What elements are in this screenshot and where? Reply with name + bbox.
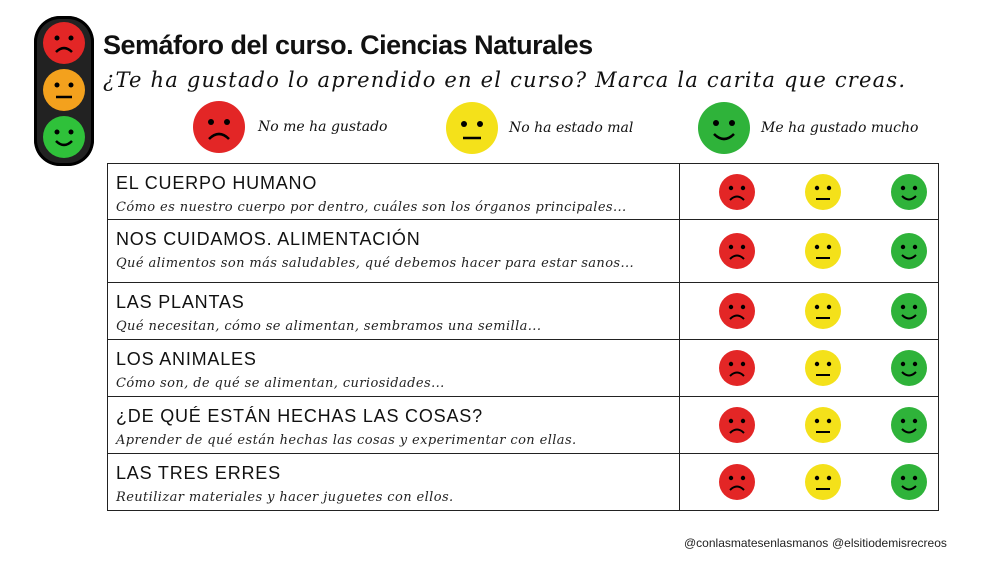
topic-title: EL CUERPO HUMANO	[116, 173, 318, 193]
topic-cell: LAS TRES ERRES Reutilizar materiales y ha…	[107, 453, 680, 511]
legend-label-happy: Me ha gustado mucho	[761, 120, 919, 136]
neutral-face-icon	[445, 101, 499, 155]
sad-face-icon	[43, 22, 85, 64]
topic-description: Qué necesitan, cómo se alimentan, sembra…	[116, 319, 542, 334]
sad-face-icon[interactable]	[718, 349, 756, 387]
credit-left: @conlasmatesenlasmanos	[684, 536, 829, 550]
table-row: LOS ANIMALES Cómo son, de qué se alimenta…	[107, 339, 939, 397]
neutral-face-icon[interactable]	[804, 349, 842, 387]
neutral-face-icon[interactable]	[804, 406, 842, 444]
topic-title: LOS ANIMALES	[116, 349, 257, 369]
topic-title: LAS TRES ERRES	[116, 463, 281, 483]
faces-cell	[679, 219, 939, 283]
topic-description: Qué alimentos son más saludables, qué de…	[116, 256, 635, 271]
happy-face-icon[interactable]	[890, 173, 928, 211]
table-row: EL CUERPO HUMANO Cómo es nuestro cuerpo p…	[107, 163, 939, 220]
neutral-face-icon	[43, 69, 85, 111]
happy-face-icon[interactable]	[890, 406, 928, 444]
topics-table: EL CUERPO HUMANO Cómo es nuestro cuerpo p…	[107, 163, 939, 511]
topic-cell: ¿DE QUÉ ESTÁN HECHAS LAS COSAS? Aprender …	[107, 396, 680, 454]
faces-cell	[679, 282, 939, 340]
sad-face-icon[interactable]	[718, 292, 756, 330]
happy-face-icon	[43, 116, 85, 158]
topic-cell: LAS PLANTAS Qué necesitan, cómo se alimen…	[107, 282, 680, 340]
topic-cell: NOS CUIDAMOS. ALIMENTACIÓN Qué alimentos …	[107, 219, 680, 283]
neutral-face-icon[interactable]	[804, 232, 842, 270]
page-subtitle: ¿Te ha gustado lo aprendido en el curso?…	[103, 68, 907, 92]
page-title: Semáforo del curso. Ciencias Naturales	[103, 30, 593, 60]
happy-face-icon[interactable]	[890, 463, 928, 501]
table-row: LAS TRES ERRES Reutilizar materiales y ha…	[107, 453, 939, 511]
topic-title: NOS CUIDAMOS. ALIMENTACIÓN	[116, 229, 421, 249]
traffic-light-icon	[34, 16, 94, 166]
neutral-face-icon[interactable]	[804, 173, 842, 211]
neutral-face-icon[interactable]	[804, 292, 842, 330]
legend-label-neutral: No ha estado mal	[509, 120, 634, 136]
table-row: LAS PLANTAS Qué necesitan, cómo se alimen…	[107, 282, 939, 340]
sad-face-icon[interactable]	[718, 232, 756, 270]
credit-right: @elsitiodemisrecreos	[832, 536, 947, 550]
happy-face-icon[interactable]	[890, 292, 928, 330]
topic-description: Aprender de qué están hechas las cosas y…	[116, 433, 577, 448]
topic-description: Cómo es nuestro cuerpo por dentro, cuále…	[116, 200, 627, 215]
topic-title: ¿DE QUÉ ESTÁN HECHAS LAS COSAS?	[116, 406, 483, 426]
faces-cell	[679, 453, 939, 511]
table-row: NOS CUIDAMOS. ALIMENTACIÓN Qué alimentos …	[107, 219, 939, 283]
table-row: ¿DE QUÉ ESTÁN HECHAS LAS COSAS? Aprender …	[107, 396, 939, 454]
topic-cell: LOS ANIMALES Cómo son, de qué se alimenta…	[107, 339, 680, 397]
sad-face-icon[interactable]	[718, 463, 756, 501]
topic-cell: EL CUERPO HUMANO Cómo es nuestro cuerpo p…	[107, 163, 680, 220]
faces-cell	[679, 163, 939, 220]
neutral-face-icon[interactable]	[804, 463, 842, 501]
faces-cell	[679, 339, 939, 397]
happy-face-icon	[697, 101, 751, 155]
sad-face-icon[interactable]	[718, 406, 756, 444]
topic-description: Reutilizar materiales y hacer juguetes c…	[116, 490, 454, 505]
happy-face-icon[interactable]	[890, 232, 928, 270]
faces-cell	[679, 396, 939, 454]
sad-face-icon	[192, 100, 246, 154]
sad-face-icon[interactable]	[718, 173, 756, 211]
legend-label-sad: No me ha gustado	[258, 119, 388, 135]
happy-face-icon[interactable]	[890, 349, 928, 387]
topic-title: LAS PLANTAS	[116, 292, 245, 312]
topic-description: Cómo son, de qué se alimentan, curiosida…	[116, 376, 445, 391]
